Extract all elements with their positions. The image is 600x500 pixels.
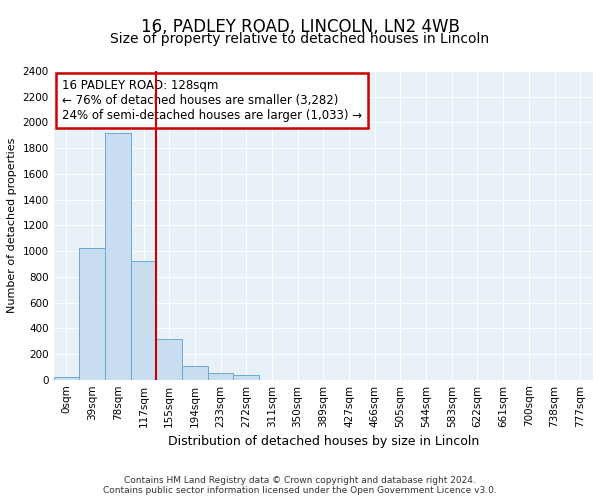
Bar	[79, 248, 105, 380]
Text: Size of property relative to detached houses in Lincoln: Size of property relative to detached ho…	[110, 32, 490, 46]
Bar	[208, 372, 233, 380]
Bar	[233, 374, 259, 380]
Bar	[182, 366, 208, 380]
X-axis label: Distribution of detached houses by size in Lincoln: Distribution of detached houses by size …	[168, 435, 479, 448]
Bar	[53, 376, 79, 380]
Text: Contains HM Land Registry data © Crown copyright and database right 2024.
Contai: Contains HM Land Registry data © Crown c…	[103, 476, 497, 495]
Bar	[131, 262, 157, 380]
Bar	[105, 132, 131, 380]
Bar	[157, 338, 182, 380]
Text: 16, PADLEY ROAD, LINCOLN, LN2 4WB: 16, PADLEY ROAD, LINCOLN, LN2 4WB	[140, 18, 460, 36]
Y-axis label: Number of detached properties: Number of detached properties	[7, 138, 17, 313]
Text: 16 PADLEY ROAD: 128sqm
← 76% of detached houses are smaller (3,282)
24% of semi-: 16 PADLEY ROAD: 128sqm ← 76% of detached…	[62, 78, 362, 122]
